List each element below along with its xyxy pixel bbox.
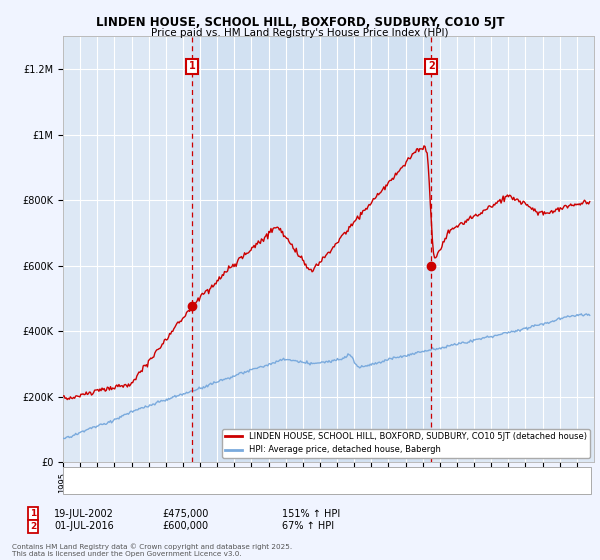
Text: 1: 1 <box>189 61 196 71</box>
Text: 67% ↑ HPI: 67% ↑ HPI <box>282 521 334 531</box>
Text: ——: —— <box>72 480 87 493</box>
Text: ——: —— <box>72 468 87 481</box>
Bar <box>192 36 431 462</box>
Text: LINDEN HOUSE, SCHOOL HILL, BOXFORD, SUDBURY, CO10 5JT (detached house): LINDEN HOUSE, SCHOOL HILL, BOXFORD, SUDB… <box>96 470 443 479</box>
Text: 1: 1 <box>30 509 36 518</box>
Text: £475,000: £475,000 <box>162 508 208 519</box>
Legend: LINDEN HOUSE, SCHOOL HILL, BOXFORD, SUDBURY, CO10 5JT (detached house), HPI: Ave: LINDEN HOUSE, SCHOOL HILL, BOXFORD, SUDB… <box>222 429 590 458</box>
Text: 151% ↑ HPI: 151% ↑ HPI <box>282 508 340 519</box>
Text: Price paid vs. HM Land Registry's House Price Index (HPI): Price paid vs. HM Land Registry's House … <box>151 28 449 38</box>
Text: 19-JUL-2002: 19-JUL-2002 <box>54 508 114 519</box>
Text: £600,000: £600,000 <box>162 521 208 531</box>
Text: 2: 2 <box>30 522 36 531</box>
Text: HPI: Average price, detached house, Babergh: HPI: Average price, detached house, Babe… <box>96 482 292 491</box>
Text: 2: 2 <box>428 61 434 71</box>
Text: LINDEN HOUSE, SCHOOL HILL, BOXFORD, SUDBURY, CO10 5JT: LINDEN HOUSE, SCHOOL HILL, BOXFORD, SUDB… <box>96 16 504 29</box>
Text: Contains HM Land Registry data © Crown copyright and database right 2025.
This d: Contains HM Land Registry data © Crown c… <box>12 544 292 557</box>
Text: 01-JUL-2016: 01-JUL-2016 <box>54 521 114 531</box>
